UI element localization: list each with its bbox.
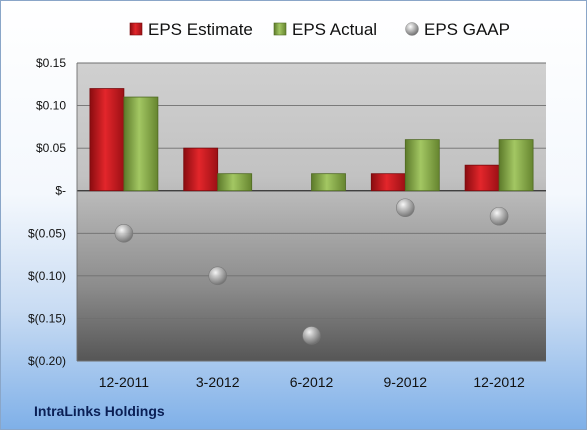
legend-label: EPS Actual <box>292 20 377 39</box>
x-tick-label: 12-2012 <box>473 374 525 390</box>
y-axis-ticks: $0.15 $0.10 $0.05 $- $(0.05) $(0.10) $(0.15) $(… <box>28 56 66 368</box>
legend: EPS Estimate EPS Actual EPS GAAP <box>129 20 510 39</box>
x-axis-ticks: 12-2011 3-2012 6-2012 9-2012 12-2012 <box>99 374 525 390</box>
x-tick-label: 3-2012 <box>196 374 240 390</box>
y-tick-label: $0.15 <box>36 56 66 70</box>
y-tick-label: $(0.10) <box>28 269 66 283</box>
gaap-marker <box>489 206 509 226</box>
legend-swatch-estimate <box>129 22 143 36</box>
gaap-markers <box>114 198 509 345</box>
y-tick-label: $(0.15) <box>28 311 66 325</box>
gaap-marker <box>114 223 134 243</box>
estimate-bar <box>183 147 219 192</box>
y-tick-label: $(0.20) <box>28 354 66 368</box>
x-tick-label: 9-2012 <box>384 374 428 390</box>
legend-swatch-gaap <box>405 22 419 36</box>
x-tick-label: 12-2011 <box>99 374 150 390</box>
y-tick-label: $(0.05) <box>28 226 66 240</box>
gaap-marker <box>395 198 415 218</box>
gaap-marker <box>302 326 321 345</box>
estimate-bar <box>89 88 125 192</box>
actual-bar <box>217 173 253 192</box>
company-name: IntraLinks Holdings <box>34 403 165 419</box>
legend-label: EPS Estimate <box>148 20 253 39</box>
y-tick-label: $- <box>55 184 66 198</box>
y-tick-label: $0.05 <box>36 141 66 155</box>
y-tick-label: $0.10 <box>36 99 66 113</box>
actual-bar <box>311 173 346 192</box>
actual-bar <box>498 139 534 192</box>
legend-label: EPS GAAP <box>424 20 510 39</box>
legend-swatch-actual <box>273 22 287 36</box>
estimate-bar <box>370 173 406 192</box>
bars <box>89 88 534 192</box>
actual-bar <box>404 139 440 192</box>
actual-bar <box>123 96 159 192</box>
estimate-bar <box>464 164 500 192</box>
gaap-marker <box>208 266 227 286</box>
x-tick-label: 6-2012 <box>290 374 334 390</box>
